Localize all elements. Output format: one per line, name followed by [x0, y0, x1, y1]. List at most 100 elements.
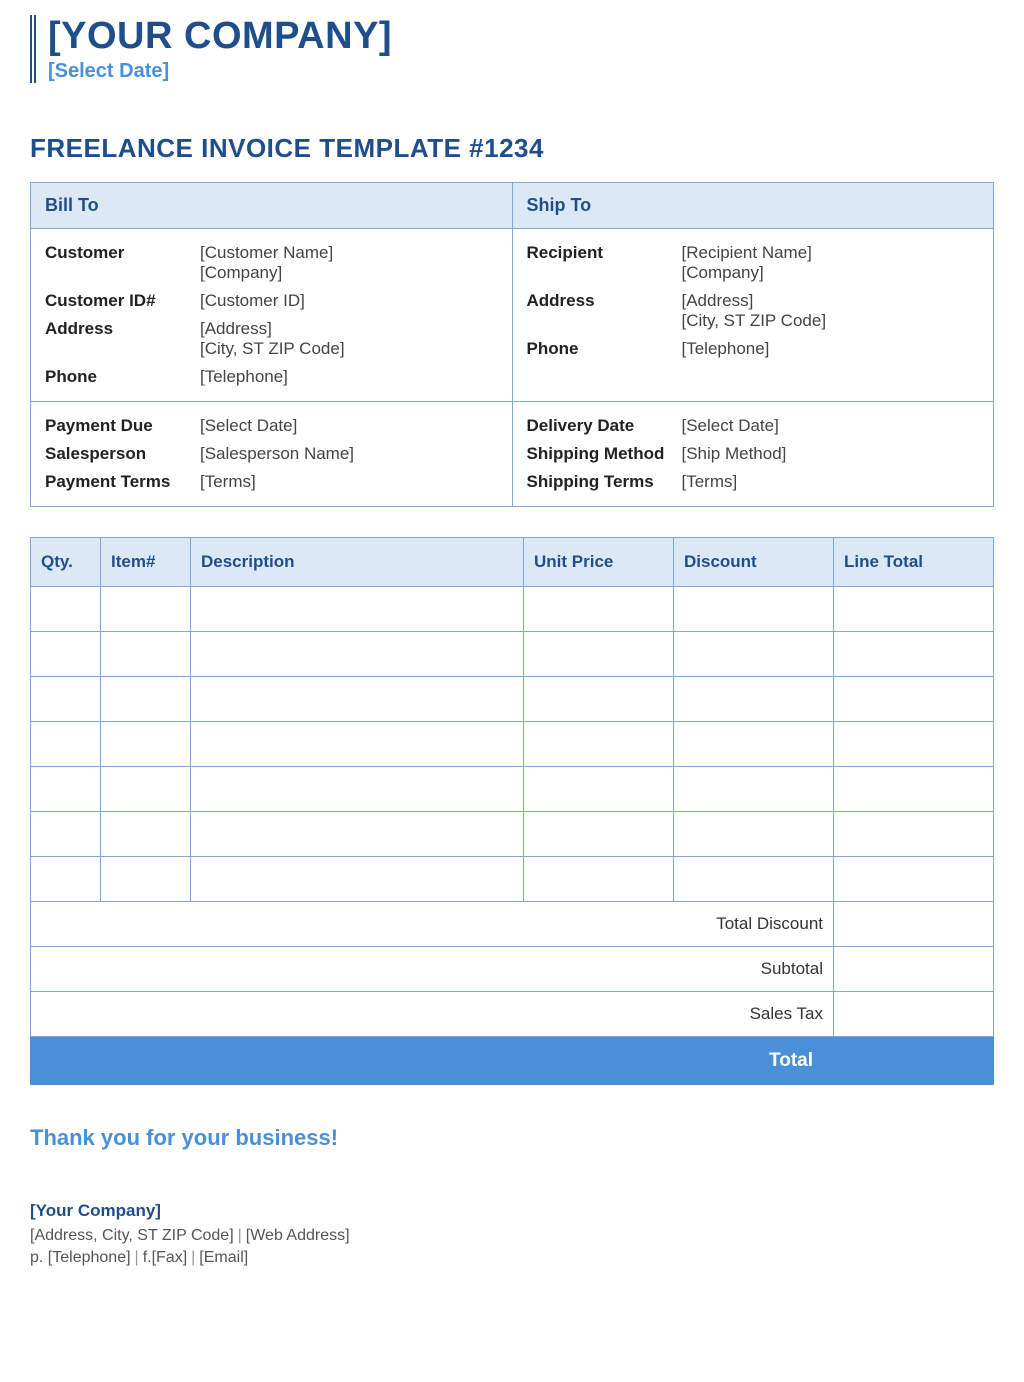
ship-address-value[interactable]: [Address] [City, ST ZIP Code]	[682, 291, 980, 331]
item-cell[interactable]	[524, 632, 674, 677]
item-cell[interactable]	[524, 767, 674, 812]
item-cell[interactable]	[674, 767, 834, 812]
item-cell[interactable]	[191, 632, 524, 677]
delivery-date-value[interactable]: [Select Date]	[682, 416, 980, 436]
ship-terms-value[interactable]: [Terms]	[682, 472, 980, 492]
ship-phone-label: Phone	[527, 339, 682, 359]
payment-terms-label: Payment Terms	[45, 472, 200, 492]
item-cell[interactable]	[101, 587, 191, 632]
ship-method-label: Shipping Method	[527, 444, 682, 464]
payment-due-value[interactable]: [Select Date]	[200, 416, 498, 436]
item-row	[31, 587, 994, 632]
item-row	[31, 722, 994, 767]
item-cell[interactable]	[674, 587, 834, 632]
delivery-date-label: Delivery Date	[527, 416, 682, 436]
item-cell[interactable]	[191, 722, 524, 767]
item-cell[interactable]	[674, 677, 834, 722]
item-cell[interactable]	[524, 812, 674, 857]
customer-label: Customer	[45, 243, 200, 283]
total-value[interactable]	[834, 1037, 994, 1085]
salesperson-value[interactable]: [Salesperson Name]	[200, 444, 498, 464]
ship-to-heading: Ship To	[512, 183, 994, 229]
item-cell[interactable]	[191, 677, 524, 722]
item-cell[interactable]	[101, 812, 191, 857]
header-block: [YOUR COMPANY] [Select Date]	[30, 15, 994, 83]
total-label: Total	[31, 1037, 834, 1085]
item-cell[interactable]	[101, 677, 191, 722]
col-qty-header: Qty.	[31, 538, 101, 587]
col-disc-header: Discount	[674, 538, 834, 587]
ship-terms-label: Shipping Terms	[527, 472, 682, 492]
bill-phone-value[interactable]: [Telephone]	[200, 367, 498, 387]
sales-tax-value[interactable]	[834, 992, 994, 1037]
item-cell[interactable]	[101, 767, 191, 812]
item-cell[interactable]	[834, 812, 994, 857]
item-cell[interactable]	[834, 722, 994, 767]
item-cell[interactable]	[674, 632, 834, 677]
item-cell[interactable]	[31, 812, 101, 857]
footer-contact-line[interactable]: p. [Telephone]|f.[Fax]|[Email]	[30, 1249, 994, 1267]
bill-address-value[interactable]: [Address] [City, ST ZIP Code]	[200, 319, 498, 359]
item-cell[interactable]	[674, 857, 834, 902]
item-cell[interactable]	[524, 587, 674, 632]
subtotal-value[interactable]	[834, 947, 994, 992]
item-cell[interactable]	[31, 767, 101, 812]
item-cell[interactable]	[31, 587, 101, 632]
item-cell[interactable]	[524, 677, 674, 722]
col-item-header: Item#	[101, 538, 191, 587]
item-cell[interactable]	[834, 587, 994, 632]
item-row	[31, 677, 994, 722]
payment-cell: Payment Due [Select Date] Salesperson [S…	[31, 402, 513, 507]
ship-method-value[interactable]: [Ship Method]	[682, 444, 980, 464]
item-cell[interactable]	[674, 722, 834, 767]
item-cell[interactable]	[191, 812, 524, 857]
thank-you-message: Thank you for your business!	[30, 1125, 994, 1151]
item-cell[interactable]	[101, 857, 191, 902]
customer-id-value[interactable]: [Customer ID]	[200, 291, 498, 311]
customer-value[interactable]: [Customer Name] [Company]	[200, 243, 498, 283]
item-cell[interactable]	[674, 812, 834, 857]
payment-due-label: Payment Due	[45, 416, 200, 436]
payment-terms-value[interactable]: [Terms]	[200, 472, 498, 492]
footer-company[interactable]: [Your Company]	[30, 1201, 994, 1221]
col-total-header: Line Total	[834, 538, 994, 587]
item-cell[interactable]	[834, 677, 994, 722]
delivery-cell: Delivery Date [Select Date] Shipping Met…	[512, 402, 994, 507]
item-cell[interactable]	[31, 857, 101, 902]
item-row	[31, 812, 994, 857]
info-table: Bill To Ship To Customer [Customer Name]…	[30, 182, 994, 507]
company-name[interactable]: [YOUR COMPANY]	[48, 15, 994, 58]
item-row	[31, 632, 994, 677]
item-cell[interactable]	[834, 857, 994, 902]
bill-to-cell: Customer [Customer Name] [Company] Custo…	[31, 229, 513, 402]
ship-phone-value[interactable]: [Telephone]	[682, 339, 980, 359]
invoice-title: FREELANCE INVOICE TEMPLATE #1234	[30, 133, 994, 164]
item-cell[interactable]	[191, 767, 524, 812]
item-cell[interactable]	[31, 632, 101, 677]
item-cell[interactable]	[101, 722, 191, 767]
recipient-label: Recipient	[527, 243, 682, 283]
total-discount-label: Total Discount	[31, 902, 834, 947]
sales-tax-label: Sales Tax	[31, 992, 834, 1037]
bill-address-label: Address	[45, 319, 200, 359]
footer-address-line[interactable]: [Address, City, ST ZIP Code]|[Web Addres…	[30, 1227, 994, 1245]
item-cell[interactable]	[524, 857, 674, 902]
total-discount-value[interactable]	[834, 902, 994, 947]
item-cell[interactable]	[191, 587, 524, 632]
recipient-value[interactable]: [Recipient Name] [Company]	[682, 243, 980, 283]
item-cell[interactable]	[834, 632, 994, 677]
bill-phone-label: Phone	[45, 367, 200, 387]
salesperson-label: Salesperson	[45, 444, 200, 464]
ship-to-cell: Recipient [Recipient Name] [Company] Add…	[512, 229, 994, 402]
item-row	[31, 767, 994, 812]
header-date[interactable]: [Select Date]	[48, 60, 994, 83]
bill-to-heading: Bill To	[31, 183, 513, 229]
item-cell[interactable]	[31, 677, 101, 722]
item-cell[interactable]	[101, 632, 191, 677]
item-cell[interactable]	[31, 722, 101, 767]
item-cell[interactable]	[524, 722, 674, 767]
subtotal-label: Subtotal	[31, 947, 834, 992]
item-row	[31, 857, 994, 902]
item-cell[interactable]	[834, 767, 994, 812]
item-cell[interactable]	[191, 857, 524, 902]
